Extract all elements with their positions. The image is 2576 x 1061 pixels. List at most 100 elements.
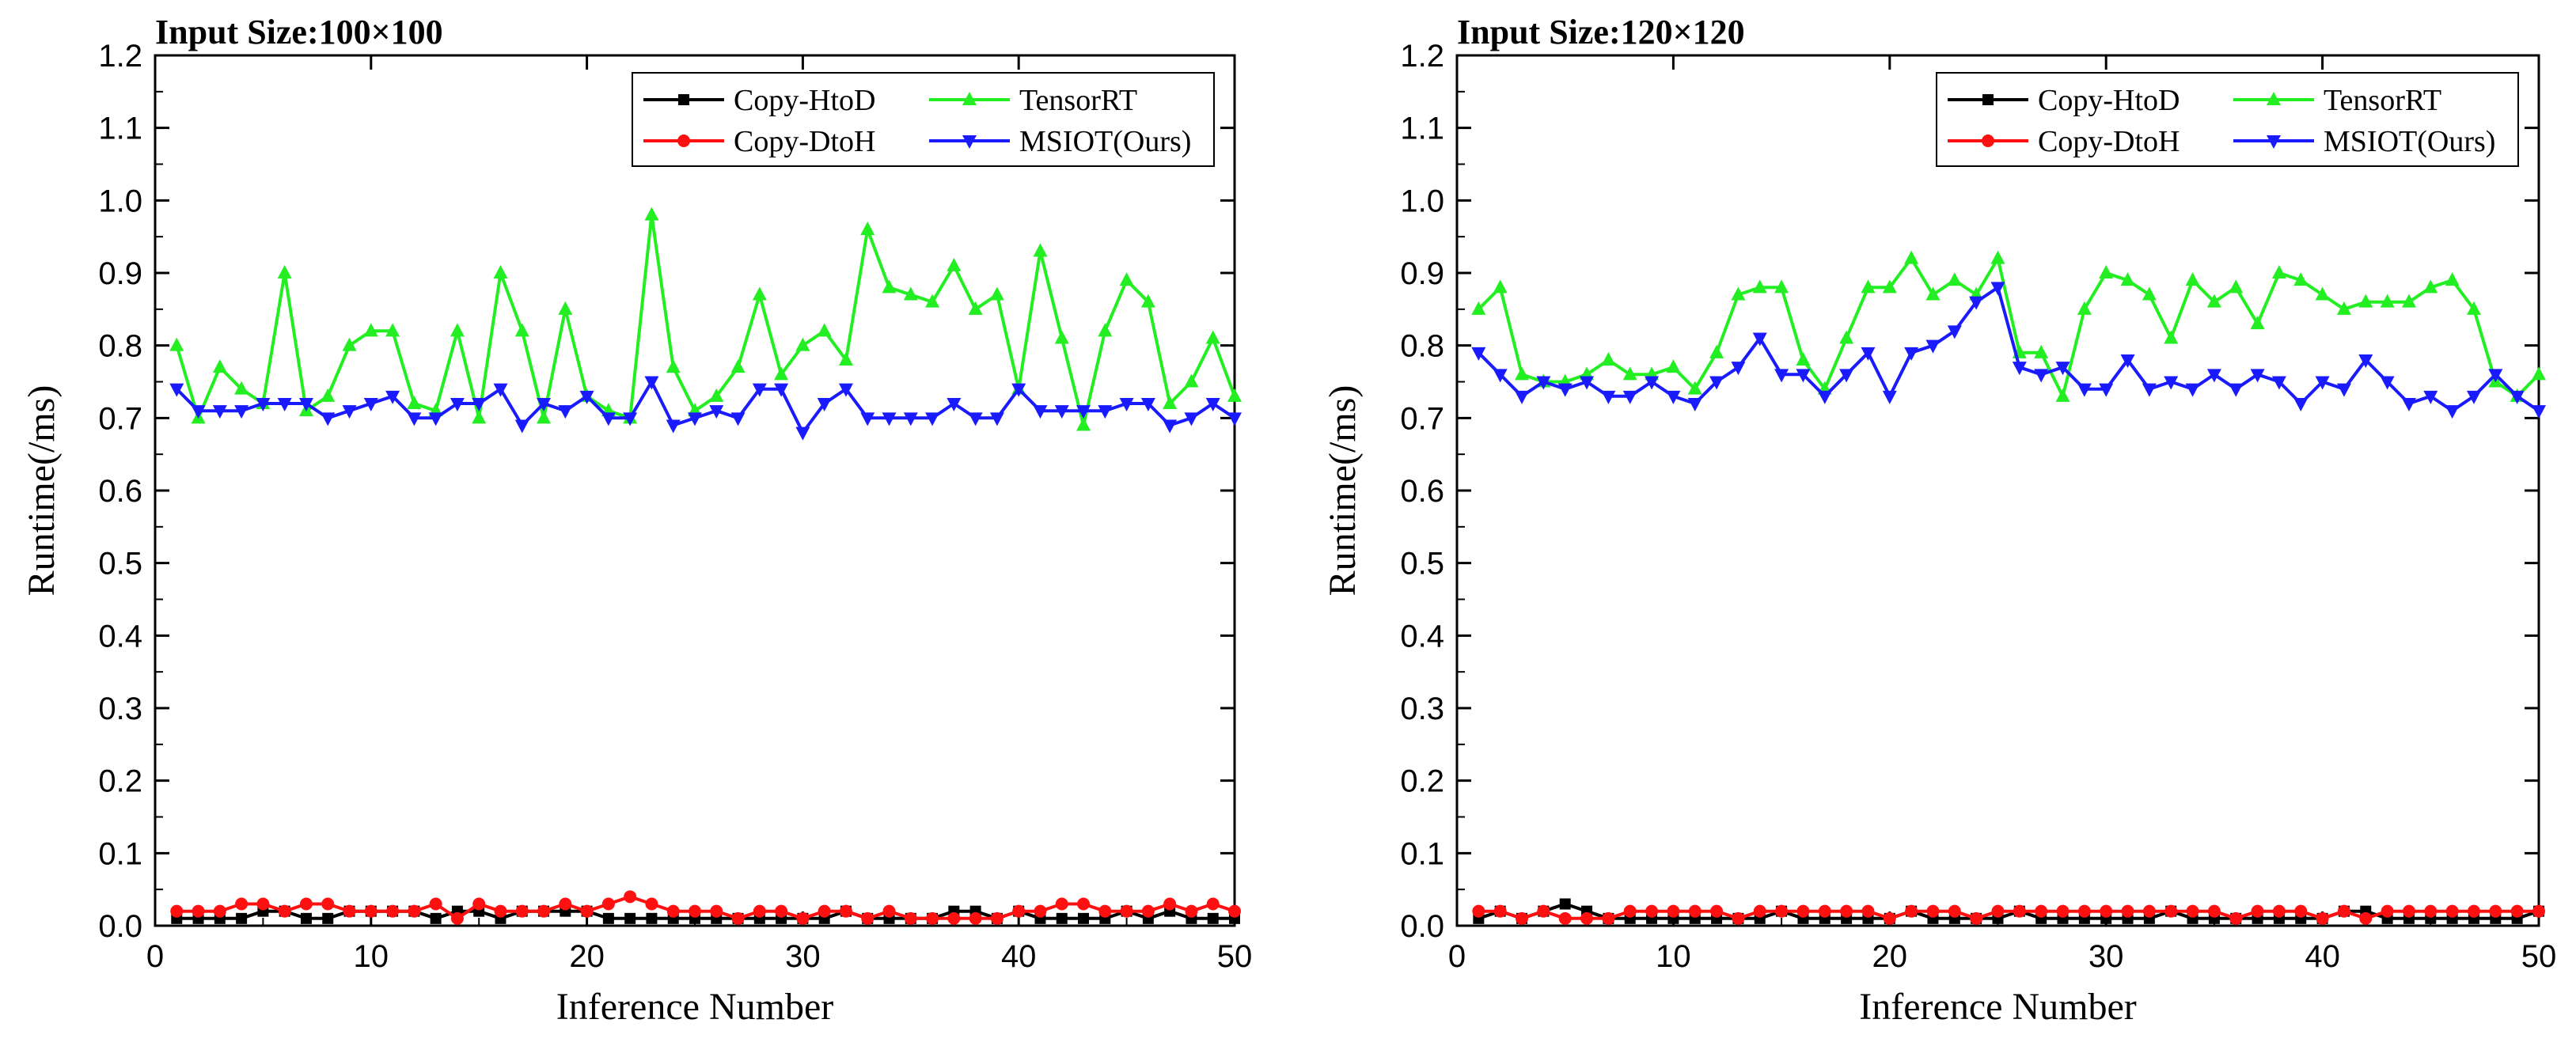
series-copy-dtoh [1472,904,2545,925]
data-point [990,911,1003,925]
data-point [1969,296,1984,310]
data-point [1076,405,1091,419]
data-point [838,352,853,366]
data-point [947,398,962,411]
y-tick-label: 1.1 [98,112,142,146]
data-point [989,286,1004,301]
data-point [1947,272,1962,286]
y-tick-label: 0.3 [1400,692,1444,726]
x-axis-title: Inference Number [556,986,833,1028]
data-point [1558,911,1572,925]
y-tick-label: 0.2 [98,764,142,799]
data-point [795,426,810,441]
data-point [408,904,421,918]
data-point [2055,362,2070,376]
data-point [1602,911,1615,925]
y-tick-label: 1.0 [1400,184,1444,218]
data-point [1140,294,1155,308]
data-point [1731,362,1746,376]
data-point [1882,279,1897,294]
series-copy-dtoh [170,890,1241,925]
data-point [1839,330,1854,344]
data-point [1925,339,1941,354]
data-point [321,412,336,426]
data-point [321,388,336,402]
data-point [1098,904,1112,918]
data-point [2229,279,2244,294]
data-point [860,222,875,235]
data-point [450,323,465,337]
data-point [1119,398,1134,411]
data-point [1623,904,1637,918]
data-point [2056,904,2070,918]
data-point [298,398,313,411]
legend-entry: Copy-DtoH [1948,125,2180,158]
data-point [213,904,226,918]
data-point [624,912,636,924]
data-point [2401,294,2416,308]
legend-marker [1982,94,1994,105]
data-point [1098,323,1113,337]
chart-input-size-100: Input Size:100×100 0.0 0.1 0.2 0.3 0.4 0.5 0.6 0… [21,13,1252,1028]
data-point [1861,904,1875,918]
data-point [579,390,594,404]
y-tick-label: 0.3 [98,692,142,726]
data-point [2206,369,2221,383]
legend-entry: Copy-DtoH [643,125,875,158]
data-point [1687,381,1702,395]
data-point [169,337,184,351]
data-point [2099,265,2114,279]
data-point [407,412,422,426]
data-point [234,381,249,395]
x-tick-label: 50 [2521,939,2557,974]
data-point [730,412,745,426]
data-point [342,405,357,419]
data-point [1537,904,1550,918]
data-point [256,398,271,411]
data-point [925,412,940,426]
data-point [2142,383,2157,397]
data-point [1947,325,1962,339]
legend-label: TensorRT [1019,84,1137,117]
data-point [904,911,917,925]
x-tick-label: 10 [354,939,389,974]
data-point [1840,904,1853,918]
x-tick-label: 20 [1872,939,1908,974]
chart-input-size-120: Input Size:120×120 0.0 0.1 0.2 0.3 0.4 0.5 0.6 0… [1322,13,2556,1028]
y-tick-label: 0.9 [1400,256,1444,291]
data-point [450,398,465,411]
data-point [234,405,249,419]
data-point [903,412,918,426]
data-point [537,410,552,424]
data-point [1775,904,1789,918]
data-point [1076,417,1091,431]
data-point [2510,904,2524,918]
data-point [1228,904,1241,918]
legend-box [632,72,1215,167]
data-point [1817,390,1832,404]
data-point [191,405,206,419]
data-point [1709,344,1724,358]
y-tick-label: 0.5 [1400,547,1444,582]
data-point [493,265,508,279]
data-point [1883,911,1896,925]
data-point [1796,352,1811,366]
data-point [2488,369,2503,383]
data-point [1732,911,1745,925]
data-point [1033,405,1048,419]
data-point [494,904,507,918]
legend-label: Copy-DtoH [734,125,875,158]
y-tick-label: 0.4 [98,619,142,654]
data-point [236,912,248,924]
x-tick-label: 40 [1001,939,1037,974]
data-point [515,904,529,918]
data-point [2100,904,2113,918]
data-point [1559,898,1571,910]
data-point [385,390,400,404]
data-point [710,904,723,918]
series-line [1477,286,2540,413]
data-point [601,897,615,911]
data-point [2359,911,2373,925]
y-tick-label: 0.4 [1400,619,1444,654]
data-point [558,301,573,315]
